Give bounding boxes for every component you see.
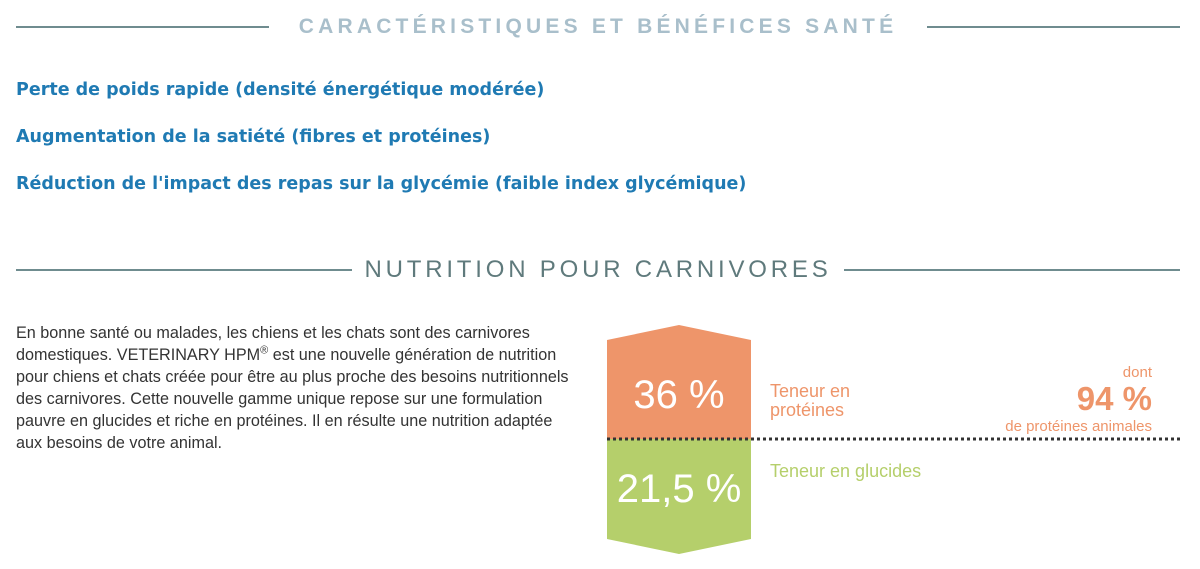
section-header-health: CARACTÉRISTIQUES ET BÉNÉFICES SANTÉ (16, 14, 1181, 40)
divider-line-right (843, 269, 1180, 271)
protein-shape (607, 325, 751, 439)
glucid-value: 21,5 % (617, 467, 742, 511)
benefit-glycemia: Réduction de l'impact des repas sur la g… (16, 174, 747, 194)
animal-protein-label: de protéines animales (1005, 418, 1152, 435)
divider-line-left (16, 269, 353, 271)
intro-text-part1: En bonne santé ou malades, les chiens et… (16, 324, 530, 364)
divider-line-right (927, 26, 1181, 28)
section-header-nutrition: NUTRITION POUR CARNIVORES (16, 256, 1180, 284)
animal-protein-value: 94 % (1077, 380, 1152, 417)
section-title-nutrition: NUTRITION POUR CARNIVORES (364, 256, 832, 283)
protein-label-line1: Teneur en (770, 381, 850, 401)
dont-label: dont (1123, 364, 1153, 381)
benefit-satiety: Augmentation de la satiété (fibres et pr… (16, 127, 491, 147)
intro-paragraph: En bonne santé ou malades, les chiens et… (16, 322, 576, 454)
protein-value: 36 % (633, 373, 724, 417)
protein-label-line2: protéines (770, 400, 844, 420)
glucid-shape (607, 439, 751, 554)
section-title-health: CARACTÉRISTIQUES ET BÉNÉFICES SANTÉ (298, 15, 898, 38)
divider-line-left (16, 26, 269, 28)
glucid-label: Teneur en glucides (770, 461, 921, 481)
benefit-weight-loss: Perte de poids rapide (densité énergétiq… (16, 80, 545, 100)
registered-mark: ® (260, 344, 269, 357)
intro-text-part2: est une nouvelle génération de nutrition… (16, 346, 569, 452)
